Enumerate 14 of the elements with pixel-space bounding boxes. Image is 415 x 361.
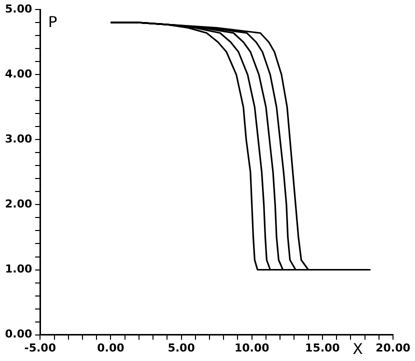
- y-tick-label: 2.00: [5, 198, 32, 211]
- y-tick-label: 3.00: [5, 132, 32, 146]
- x-tick-label: 15.00: [305, 341, 340, 354]
- y-axis-title: P: [48, 12, 58, 31]
- x-tick-label: -5.00: [24, 341, 56, 354]
- y-tick-label: 5.00: [5, 2, 32, 16]
- x-tick-label: 0.00: [97, 341, 125, 354]
- x-tick-label: 5.00: [168, 341, 196, 354]
- x-tick-label: 20.00: [376, 341, 411, 354]
- y-tick-label: 4.00: [5, 68, 32, 80]
- x-tick-label: 10.00: [234, 341, 270, 354]
- y-tick-label: 1.00: [5, 262, 32, 276]
- x-axis-title: X: [352, 340, 363, 358]
- y-tick-label: 0.00: [5, 328, 32, 341]
